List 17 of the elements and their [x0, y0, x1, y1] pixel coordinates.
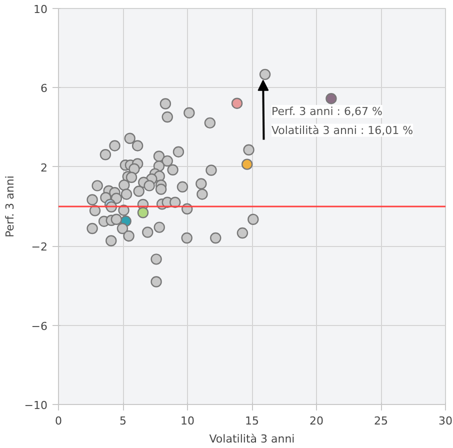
x-tick-label: 0 — [55, 414, 62, 428]
y-tick-label: 6 — [40, 82, 48, 96]
y-tick-label: 10 — [34, 3, 48, 16]
x-tick-label: 20 — [310, 414, 324, 428]
y-tick-label: −6 — [31, 320, 48, 333]
x-tick-label: 25 — [374, 414, 388, 428]
x-tick-label: 15 — [245, 414, 259, 428]
y-tick-label: −10 — [24, 399, 48, 412]
y-tick-label: 2 — [40, 161, 48, 174]
annotation: Perf. 3 anni : 6,67 % — [271, 104, 382, 118]
x-tick-label: 30 — [438, 414, 452, 428]
annotation: Volatilità 3 anni : 16,01 % — [271, 124, 414, 137]
y-axis-title: Perf. 3 anni — [3, 176, 16, 238]
x-tick-label: 5 — [120, 414, 126, 428]
x-tick-label: 10 — [180, 414, 194, 428]
y-tick-label: −2 — [31, 240, 48, 254]
x-axis-title: Volatilità 3 anni — [209, 432, 295, 446]
